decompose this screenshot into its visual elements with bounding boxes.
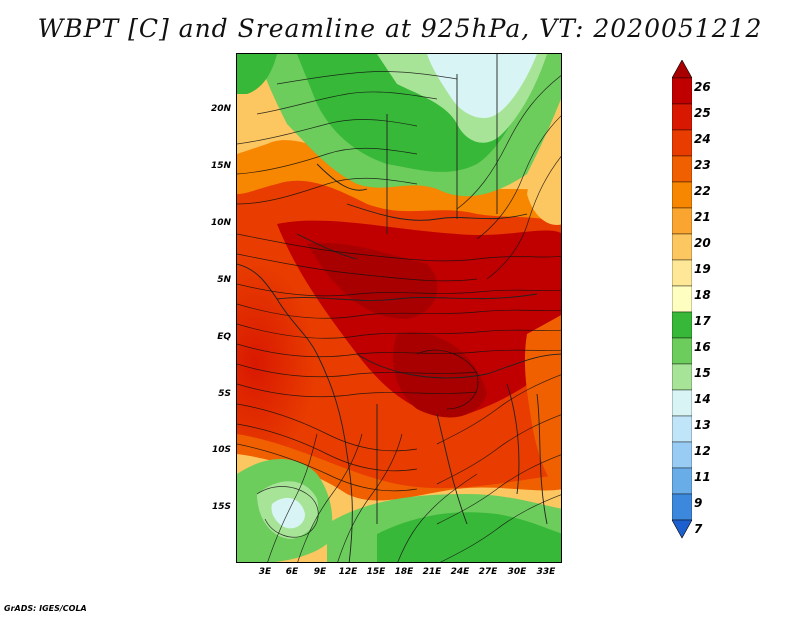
lat-label: EQ [217, 332, 231, 342]
colorbar-label: 25 [694, 106, 711, 120]
chart-title: WBPT [C] and Sreamline at 925hPa, VT: 20… [37, 14, 763, 43]
colorbar-segment [672, 441, 692, 469]
lon-label: 24E [450, 567, 470, 577]
lon-label: 33E [536, 567, 556, 577]
lon-label: 18E [394, 567, 414, 577]
colorbar-label: 12 [694, 444, 711, 458]
colorbar-segment [672, 155, 692, 183]
wbpt-eastern-warm [524, 315, 561, 493]
colorbar-label: 7 [694, 522, 703, 536]
wbpt-central-hot [307, 243, 438, 319]
colorbar-segment [672, 415, 692, 443]
colorbar-segment [672, 311, 692, 339]
lon-label: 21E [422, 567, 442, 577]
colorbar-label: 18 [694, 288, 711, 302]
colorbar-label: 24 [694, 132, 711, 146]
colorbar-segment [672, 467, 692, 495]
colorbar-label: 16 [694, 340, 711, 354]
colorbar-label: 20 [694, 236, 711, 250]
wbpt-southern-dark-green [377, 512, 561, 562]
colorbar-label: 15 [694, 366, 711, 380]
lat-label: 15N [210, 161, 231, 171]
colorbar-bottom-arrow [672, 519, 692, 539]
lon-label: 6E [285, 567, 299, 577]
lat-label: 5N [217, 275, 231, 285]
coastlines-and-borders [237, 54, 561, 562]
credit-text: GrADS: IGES/COLA [4, 604, 87, 613]
colorbar-segment [672, 259, 692, 287]
colorbar-label: 17 [694, 314, 711, 328]
colorbar [672, 60, 692, 539]
colorbar-segment [672, 77, 692, 105]
wbpt-northwest-green [237, 54, 277, 94]
map-panel [236, 53, 562, 563]
colorbar-label: 22 [694, 184, 711, 198]
lat-label: 10N [210, 218, 231, 228]
lon-label: 12E [338, 567, 358, 577]
colorbar-label: 13 [694, 418, 711, 432]
colorbar-segment [672, 233, 692, 261]
colorbar-label: 26 [694, 80, 711, 94]
lon-label: 27E [478, 567, 498, 577]
colorbar-label: 21 [694, 210, 711, 224]
lon-label: 30E [507, 567, 527, 577]
streamlines [237, 71, 561, 562]
map-field [237, 54, 561, 562]
wbpt-southwest-cyan [271, 497, 305, 529]
colorbar-segment [672, 285, 692, 313]
lat-label: 5S [218, 389, 231, 399]
colorbar-segment [672, 207, 692, 235]
lat-label: 20N [210, 104, 231, 114]
colorbar-segment [672, 181, 692, 209]
colorbar-top-arrow [672, 60, 692, 79]
wbpt-core-hottest [393, 332, 487, 418]
lat-label: 10S [211, 445, 231, 455]
colorbar-segment [672, 493, 692, 521]
colorbar-segment [672, 103, 692, 131]
wbpt-northern-cyan [427, 54, 537, 119]
colorbar-segment [672, 363, 692, 391]
lat-label: 15S [211, 502, 231, 512]
colorbar-label: 19 [694, 262, 711, 276]
lon-label: 15E [366, 567, 386, 577]
colorbar-label: 23 [694, 158, 711, 172]
colorbar-label: 14 [694, 392, 711, 406]
colorbar-segment [672, 389, 692, 417]
colorbar-segment [672, 337, 692, 365]
colorbar-segment [672, 129, 692, 157]
lon-label: 3E [258, 567, 272, 577]
lon-label: 9E [313, 567, 327, 577]
colorbar-label: 11 [694, 470, 711, 484]
colorbar-label: 9 [694, 496, 703, 510]
wbpt-northeast-yellow [527, 116, 561, 225]
